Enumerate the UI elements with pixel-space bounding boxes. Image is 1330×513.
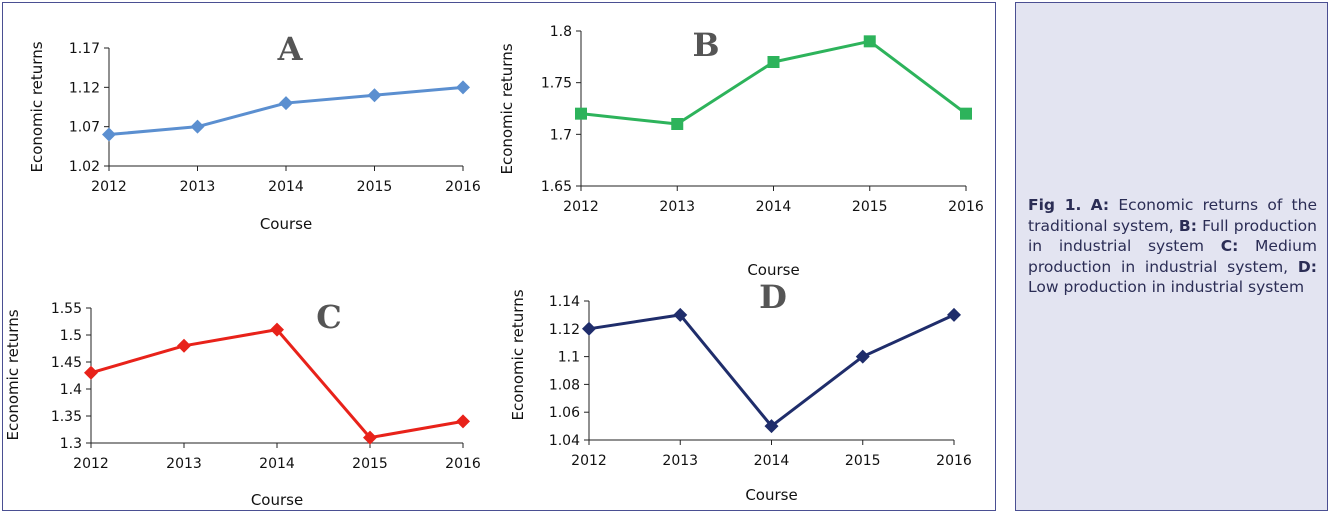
chart-a-x-tick-label: 2012: [91, 179, 127, 195]
chart-b-x-axis-title: Course: [747, 261, 799, 279]
chart-a-y-tick-label: 1.07: [69, 120, 100, 136]
chart-c-point: [84, 365, 98, 380]
chart-a-panel-letter: A: [277, 30, 304, 68]
caption-b-text: Full production in industrial system: [1028, 216, 1317, 256]
chart-d-x-tick-label: 2013: [662, 453, 698, 469]
chart-d-y-axis-title: Economic returns: [509, 289, 527, 420]
chart-b-x-tick-label: 2013: [659, 199, 695, 215]
chart-b-x-tick-label: 2012: [563, 199, 599, 215]
chart-b-y-tick-label: 1.75: [541, 76, 572, 92]
chart-c-y-tick-label: 1.4: [60, 382, 82, 398]
chart-a-y-tick-label: 1.17: [69, 41, 100, 57]
chart-d-y-tick-label: 1.1: [558, 350, 580, 366]
caption-d-text: Low production in industrial system: [1028, 278, 1305, 296]
chart-c-point: [363, 430, 377, 445]
caption-c-key: C:: [1220, 237, 1239, 255]
chart-a-x-tick-label: 2013: [180, 179, 216, 195]
chart-b-x-tick-label: 2014: [756, 199, 792, 215]
chart-d-y-tick-label: 1.08: [549, 377, 580, 393]
chart-c-point: [456, 414, 470, 429]
chart-d-x-tick-label: 2016: [936, 453, 972, 469]
chart-c-x-tick-label: 2012: [73, 456, 109, 472]
chart-d-point: [855, 349, 870, 364]
chart-d-point: [673, 307, 688, 322]
chart-b-point: [960, 107, 972, 120]
chart-b-x-tick-label: 2016: [948, 199, 984, 215]
chart-c-x-tick-label: 2014: [259, 456, 295, 472]
chart-b-y-tick-label: 1.7: [550, 127, 572, 143]
chart-b-x-tick-label: 2015: [852, 199, 888, 215]
chart-b-y-axis-title: Economic returns: [498, 43, 516, 174]
chart-d-point: [947, 307, 961, 322]
chart-c-series-line: [90, 328, 464, 440]
chart-a-point: [190, 119, 205, 134]
chart-c-y-tick-label: 1.35: [51, 409, 82, 425]
chart-c-point: [177, 338, 191, 353]
figure-panel: 1.02 1.07 1.12 1.17 2012 2013 2014 2015 2016 A Cou…: [2, 2, 996, 511]
caption-panel: Fig 1. A: Economic returns of the tradit…: [1015, 2, 1328, 511]
caption-fig-label: Fig 1.: [1028, 196, 1082, 214]
chart-c-x-tick-label: 2013: [166, 456, 202, 472]
caption-a-text: Economic returns of the traditional syst…: [1028, 196, 1317, 235]
chart-a-point: [102, 127, 116, 142]
chart-b-point: [863, 35, 876, 48]
chart-d-x-axis-title: Course: [745, 486, 797, 504]
chart-c-y-axis-title: Economic returns: [4, 309, 22, 440]
chart-c-y-tick-label: 1.55: [51, 301, 82, 317]
chart-c-y-tick-label: 1.3: [60, 436, 82, 452]
caption-d-key: D:: [1297, 257, 1317, 276]
chart-b-point: [575, 107, 587, 120]
chart-a-x-tick-label: 2014: [268, 179, 304, 195]
chart-b-point: [767, 56, 780, 68]
chart-d-y-tick-label: 1.12: [549, 322, 580, 338]
chart-d-panel-letter: D: [759, 278, 787, 316]
chart-c-point: [270, 322, 284, 337]
chart-a-y-axis-title: Economic returns: [28, 41, 46, 172]
chart-b-series-line: [580, 39, 967, 126]
caption-c-text: Medium production in industrial system,: [1028, 237, 1318, 276]
chart-a-point: [456, 80, 470, 95]
chart-d-series-line: [588, 313, 955, 428]
chart-b-y-tick-label: 1.8: [550, 24, 572, 40]
caption-a-key: A:: [1090, 196, 1110, 214]
caption-b-key: B:: [1178, 216, 1197, 235]
chart-a-x-tick-label: 2015: [357, 179, 393, 195]
chart-c-y-tick-label: 1.45: [51, 355, 82, 371]
chart-d-x-tick-label: 2014: [754, 453, 790, 469]
figure-caption: Fig 1. A: Economic returns of the tradit…: [1028, 195, 1317, 298]
chart-a-point: [279, 96, 293, 111]
chart-a-y-tick-label: 1.12: [69, 80, 100, 96]
chart-d-point: [582, 321, 596, 336]
chart-d-x-tick-label: 2015: [845, 453, 881, 469]
chart-b-point: [671, 118, 684, 130]
chart-a-y-tick-label: 1.02: [69, 159, 100, 175]
chart-c-y-tick-label: 1.5: [60, 328, 82, 344]
chart-d-x-tick-label: 2012: [571, 453, 607, 469]
chart-c-x-axis-title: Course: [251, 491, 303, 509]
chart-b-panel-letter: B: [692, 26, 719, 64]
chart-d-y-tick-label: 1.06: [549, 405, 580, 421]
chart-b-y-tick-label: 1.65: [541, 179, 572, 195]
chart-grid: 1.02 1.07 1.12 1.17 2012 2013 2014 2015 2016 A Cou…: [4, 24, 984, 509]
chart-a-series-line: [108, 85, 464, 137]
chart-d-y-tick-label: 1.14: [549, 294, 580, 310]
chart-a-point: [367, 88, 382, 103]
chart-a-x-tick-label: 2016: [445, 179, 481, 195]
chart-c-panel-letter: C: [316, 298, 341, 336]
chart-d-y-tick-label: 1.04: [549, 433, 580, 449]
chart-c-x-tick-label: 2015: [352, 456, 388, 472]
chart-a-x-axis-title: Course: [260, 215, 312, 233]
chart-d-point: [764, 419, 779, 434]
chart-c-x-tick-label: 2016: [445, 456, 481, 472]
